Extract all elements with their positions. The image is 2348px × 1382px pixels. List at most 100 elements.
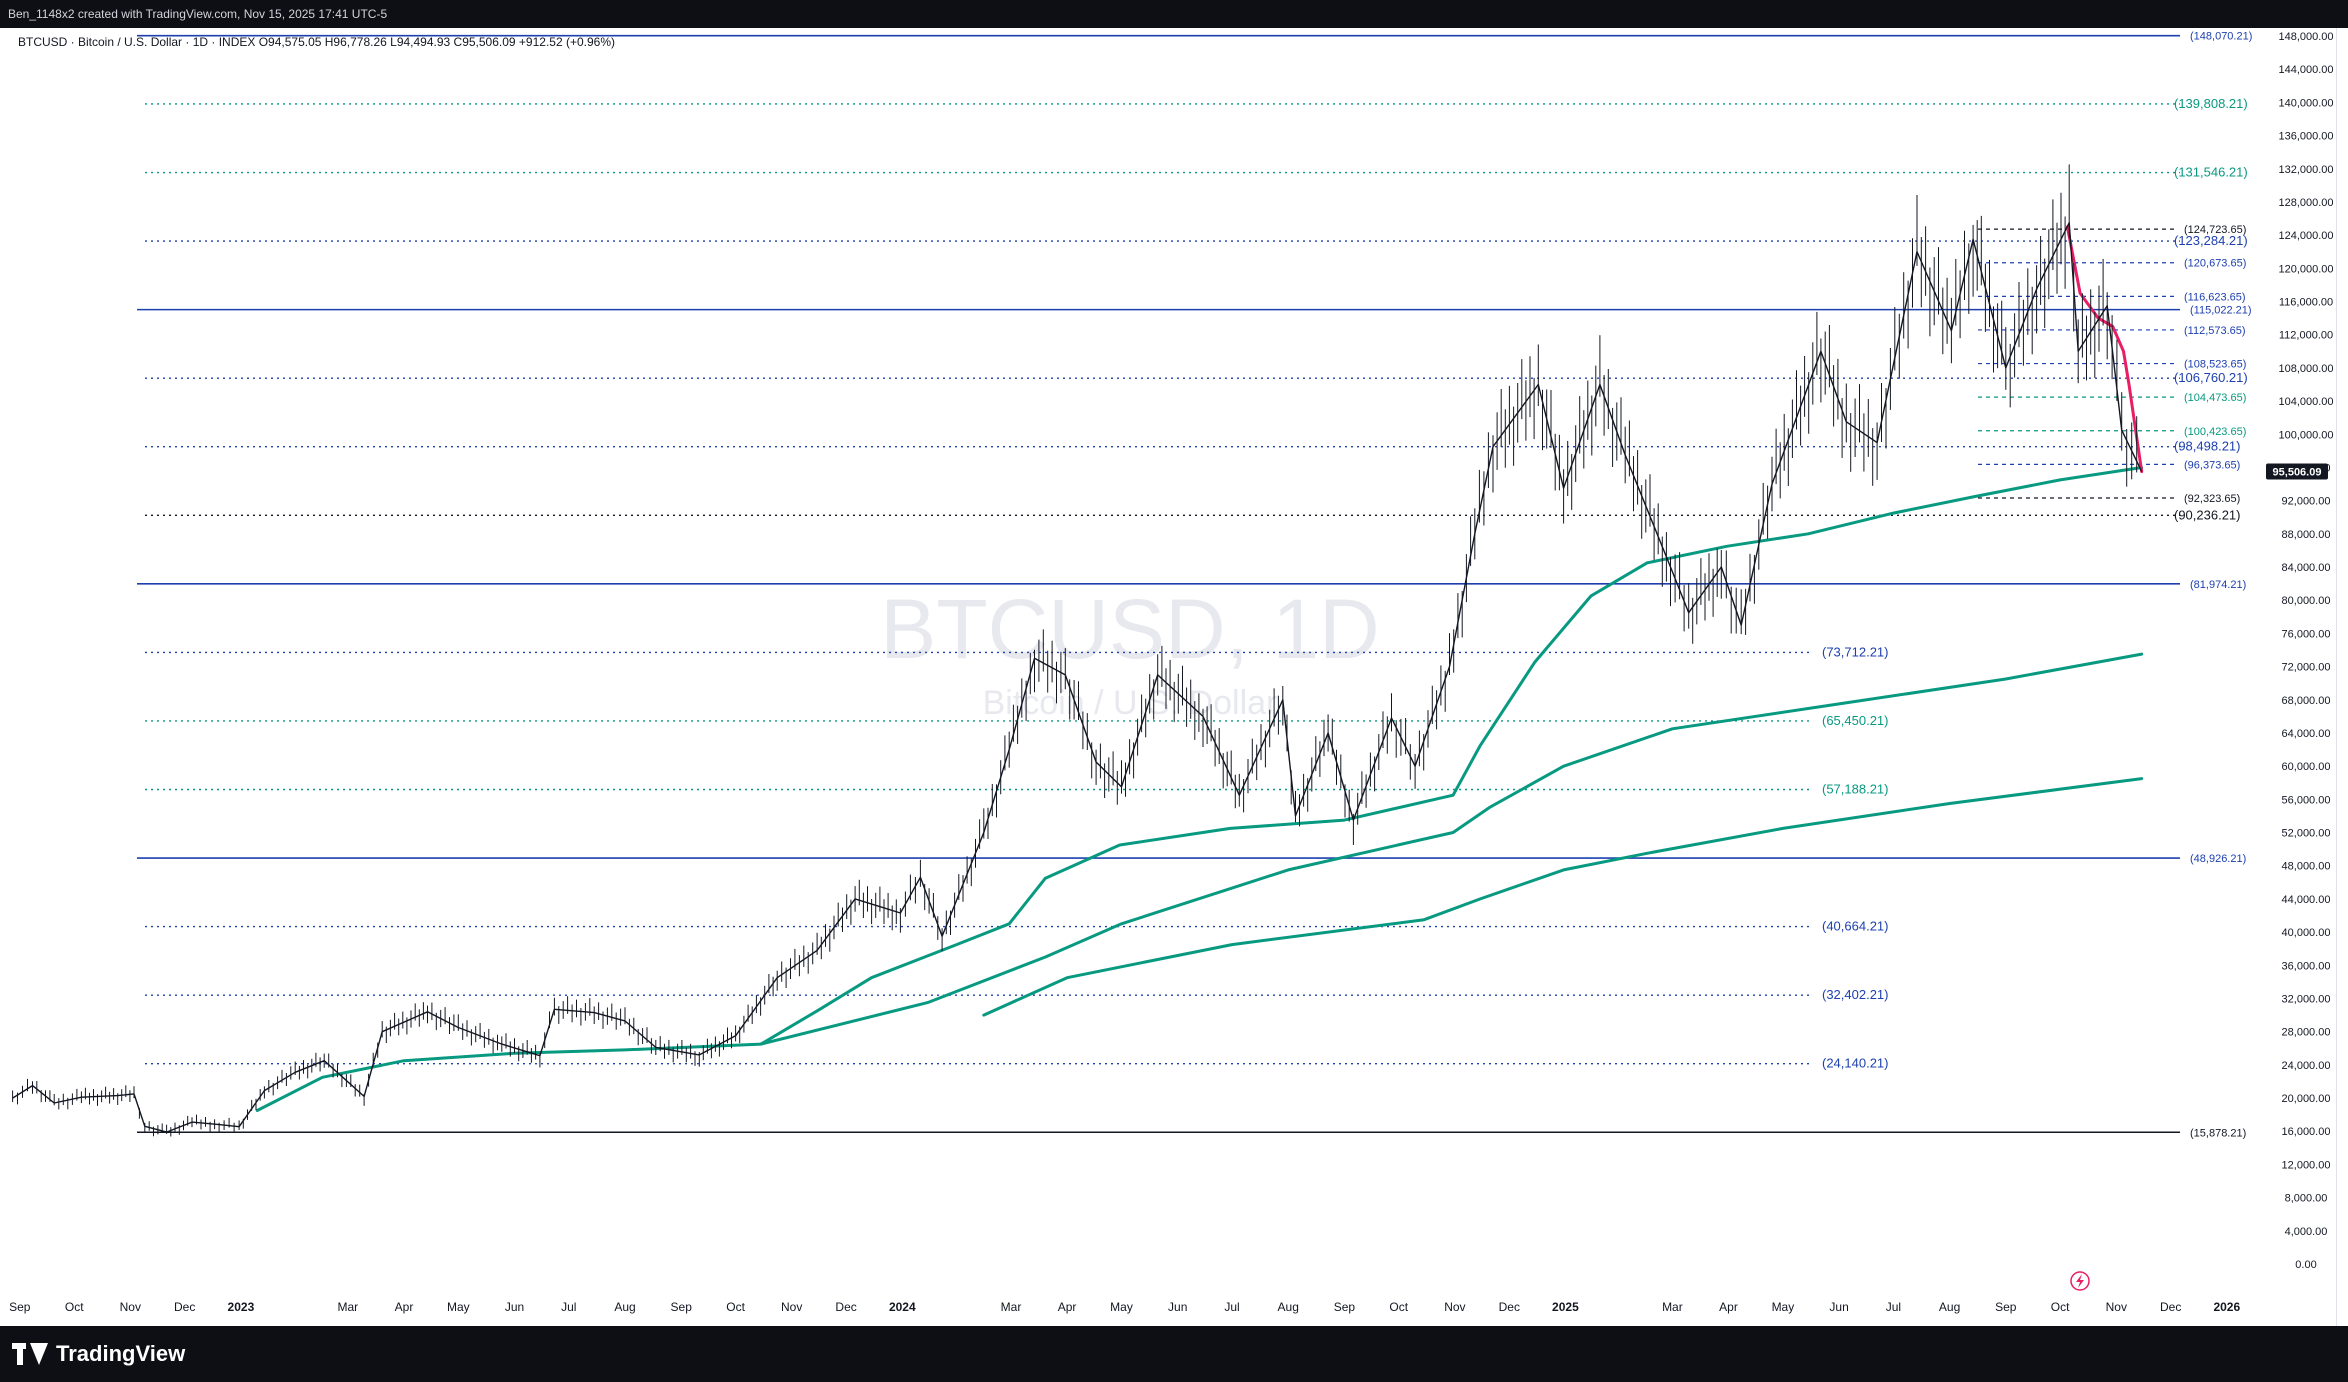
footer-brand: TradingView: [56, 1341, 186, 1366]
y-tick-label: 4,000.00: [2285, 1226, 2328, 1238]
red-trend-line: [2065, 225, 2144, 474]
y-tick-label: 108,000.00: [2278, 363, 2333, 375]
watermark: BTCUSD, 1D Bitcoin / U.S. Dollar: [880, 582, 1379, 722]
short-level-label: (116,623.65): [2184, 291, 2246, 303]
short-level-label: (124,723.65): [2184, 224, 2246, 236]
x-tick-label: Jul: [1886, 1300, 1901, 1314]
y-tick-label: 44,000.00: [2282, 894, 2331, 906]
y-tick-label: 0.00: [2295, 1259, 2316, 1271]
level-label: (90,236.21): [2174, 507, 2241, 522]
x-tick-label: Mar: [1662, 1300, 1683, 1314]
level-label: (81,974.21): [2190, 579, 2246, 591]
last-price-badge: [2266, 463, 2328, 480]
last-price-label: 95,506.09: [2273, 467, 2322, 479]
horizontal-levels: (148,070.21) (139,808.21) (131,546.21) (123…: [137, 31, 2252, 1139]
level-label: (15,878.21): [2190, 1127, 2246, 1139]
x-tick-label: Nov: [781, 1300, 802, 1314]
level-label: (98,498.21): [2174, 439, 2241, 454]
x-tick-label: Nov: [2106, 1300, 2127, 1314]
y-tick-label: 76,000.00: [2282, 628, 2331, 640]
price-axis[interactable]: 148,000.00 144,000.00 140,000.00 136,000.00…: [2266, 31, 2334, 1271]
short-level-label: (120,673.65): [2184, 258, 2246, 270]
short-level-label: (96,373.65): [2184, 459, 2240, 471]
y-tick-label: 20,000.00: [2282, 1093, 2331, 1105]
x-tick-label: Dec: [835, 1300, 856, 1314]
overlay-layer: [2070, 1271, 2090, 1291]
level-label: (148,070.21): [2190, 31, 2252, 43]
x-tick-label: Dec: [1499, 1300, 1520, 1314]
level-label: (123,284.21): [2174, 233, 2248, 248]
y-tick-label: 36,000.00: [2282, 960, 2331, 972]
candle-layer: [12, 164, 2143, 1137]
y-tick-label: 100,000.00: [2278, 429, 2333, 441]
x-tick-label: Dec: [2160, 1300, 2181, 1314]
level-label: (131,546.21): [2174, 165, 2248, 180]
x-tick-label: 2023: [228, 1300, 255, 1314]
y-tick-label: 128,000.00: [2278, 197, 2333, 209]
chart-frame[interactable]: [8, 28, 2337, 1327]
x-tick-label: 2025: [1552, 1300, 1579, 1314]
y-tick-label: 48,000.00: [2282, 861, 2331, 873]
x-tick-label: Nov: [120, 1300, 141, 1314]
level-label: (106,760.21): [2174, 370, 2248, 385]
x-tick-label: 2026: [2213, 1300, 2240, 1314]
y-tick-label: 80,000.00: [2282, 595, 2331, 607]
y-tick-label: 140,000.00: [2278, 97, 2333, 109]
level-label: (139,808.21): [2174, 96, 2248, 111]
y-tick-label: 24,000.00: [2282, 1060, 2331, 1072]
y-tick-label: 136,000.00: [2278, 131, 2333, 143]
x-tick-label: Apr: [1058, 1300, 1077, 1314]
tradingview-logo[interactable]: TradingView: [12, 1340, 185, 1368]
y-tick-label: 92,000.00: [2282, 496, 2331, 508]
x-tick-label: Oct: [726, 1300, 745, 1314]
x-tick-label: Oct: [2051, 1300, 2070, 1314]
y-tick-label: 120,000.00: [2278, 263, 2333, 275]
y-tick-label: 104,000.00: [2278, 396, 2333, 408]
x-tick-label: Mar: [1001, 1300, 1022, 1314]
lightning-icon: [2070, 1271, 2090, 1291]
footer-bar: TradingView: [0, 1326, 2348, 1382]
y-tick-label: 144,000.00: [2278, 64, 2333, 76]
x-tick-label: Jun: [505, 1300, 524, 1314]
moving-average-line: [982, 777, 2144, 1017]
x-tick-label: Oct: [1389, 1300, 1408, 1314]
x-tick-label: 2024: [889, 1300, 916, 1314]
y-tick-label: 112,000.00: [2279, 330, 2333, 342]
watermark-description: Bitcoin / U.S. Dollar: [983, 684, 1278, 722]
lightning-circle: [2070, 1271, 2090, 1291]
x-tick-label: Aug: [614, 1300, 635, 1314]
y-tick-label: 32,000.00: [2282, 993, 2331, 1005]
level-label: (40,664.21): [1822, 919, 1889, 934]
y-tick-label: 64,000.00: [2282, 728, 2331, 740]
y-tick-label: 8,000.00: [2285, 1193, 2328, 1205]
x-tick-label: Mar: [337, 1300, 358, 1314]
level-label: (57,188.21): [1822, 781, 1889, 796]
moving-average-line: [255, 466, 2144, 1112]
time-axis[interactable]: Sep Oct Nov Dec 2023 Mar Apr May Jun Jul Aug Sep Oct…: [9, 1300, 2240, 1314]
x-tick-label: Sep: [9, 1300, 31, 1314]
y-tick-label: 60,000.00: [2282, 761, 2331, 773]
short-level-label: (108,523.65): [2184, 359, 2246, 371]
y-tick-label: 84,000.00: [2282, 562, 2331, 574]
level-label: (24,140.21): [1822, 1056, 1889, 1071]
x-tick-label: May: [1772, 1300, 1795, 1314]
symbol-legend: BTCUSD · Bitcoin / U.S. Dollar · 1D · IN…: [18, 35, 615, 49]
x-tick-label: May: [447, 1300, 470, 1314]
y-tick-label: 40,000.00: [2282, 927, 2331, 939]
x-tick-label: Nov: [1444, 1300, 1465, 1314]
x-tick-label: Aug: [1278, 1300, 1299, 1314]
y-tick-label: 148,000.00: [2278, 31, 2333, 43]
series-layer: [255, 225, 2144, 1112]
x-tick-label: Dec: [174, 1300, 195, 1314]
y-tick-label: 88,000.00: [2282, 529, 2331, 541]
short-level-label: (112,573.65): [2184, 325, 2246, 337]
x-tick-label: Sep: [1995, 1300, 2017, 1314]
y-tick-label: 28,000.00: [2282, 1027, 2331, 1039]
short-level-label: (92,323.65): [2184, 493, 2240, 505]
y-tick-label: 12,000.00: [2282, 1159, 2331, 1171]
creator-line: Ben_1148x2 created with TradingView.com,…: [8, 7, 388, 21]
x-tick-label: Sep: [671, 1300, 693, 1314]
tradingview-logo-icon: [12, 1343, 48, 1365]
x-tick-label: May: [1110, 1300, 1133, 1314]
